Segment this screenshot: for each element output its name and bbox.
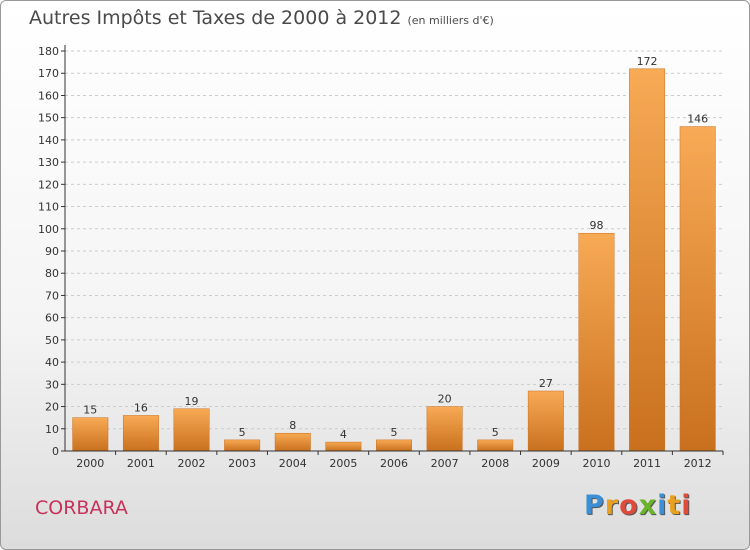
logo-letter: i — [681, 490, 692, 521]
logo-letter: r — [604, 490, 620, 521]
data-label: 20 — [438, 393, 452, 406]
y-tick-label: 70 — [45, 289, 59, 302]
data-label: 19 — [185, 395, 199, 408]
x-tick-label: 2006 — [380, 457, 408, 470]
y-tick-label: 180 — [38, 45, 59, 58]
commune-name: CORBARA — [35, 497, 128, 519]
bar — [122, 415, 159, 452]
x-tick-label: 2003 — [228, 457, 256, 470]
data-label: 5 — [492, 426, 499, 439]
bar — [426, 406, 463, 452]
bar — [527, 390, 564, 452]
bar — [376, 439, 412, 452]
data-label: 4 — [340, 428, 347, 441]
y-tick-label: 20 — [45, 401, 59, 414]
y-tick-label: 160 — [38, 89, 59, 102]
y-tick-label: 40 — [45, 356, 59, 369]
data-label: 5 — [239, 426, 246, 439]
x-tick-label: 2004 — [279, 457, 307, 470]
logo-letter: o — [619, 490, 639, 521]
data-label: 16 — [134, 401, 148, 414]
y-tick-label: 0 — [52, 445, 59, 458]
x-tick-label: 2012 — [684, 457, 712, 470]
y-tick-label: 90 — [45, 245, 59, 258]
chart-unit: (en milliers d'€) — [407, 14, 494, 27]
y-tick-label: 140 — [38, 134, 59, 147]
data-label: 146 — [687, 113, 708, 126]
y-tick-label: 170 — [38, 67, 59, 80]
x-tick-label: 2007 — [431, 457, 459, 470]
logo-letter: i — [657, 490, 668, 521]
y-tick-label: 110 — [38, 201, 59, 214]
bars: 15 16 19 5 8 4 5 20 5 27 98 172 146 — [72, 55, 716, 452]
bar — [629, 68, 666, 452]
logo-letter: x — [638, 490, 658, 521]
chart-title-text: Autres Impôts et Taxes de 2000 à 2012 — [29, 7, 402, 29]
bar — [578, 232, 615, 452]
bar — [679, 126, 716, 452]
y-tick-label: 100 — [38, 223, 59, 236]
y-tick-label: 120 — [38, 178, 59, 191]
y-tick-label: 10 — [45, 423, 59, 436]
y-tick-label: 130 — [38, 156, 59, 169]
x-tick-label: 2001 — [127, 457, 155, 470]
y-axis: 0 10 20 30 40 50 60 70 80 90 100 110 120 130 140 150 160… — [38, 45, 66, 458]
bar — [274, 432, 311, 452]
data-label: 8 — [289, 419, 296, 432]
bar — [477, 439, 514, 452]
data-label: 98 — [589, 219, 603, 232]
y-tick-label: 30 — [45, 378, 59, 391]
x-tick-label: 2009 — [532, 457, 560, 470]
bar — [173, 408, 210, 452]
x-tick-label: 2010 — [582, 457, 610, 470]
y-tick-label: 150 — [38, 112, 59, 125]
grid-lines — [65, 50, 723, 430]
bar — [325, 441, 362, 452]
data-label: 27 — [539, 377, 553, 390]
bar — [224, 439, 261, 452]
x-tick-label: 2008 — [481, 457, 509, 470]
proxiti-logo: Proxiti — [584, 490, 692, 521]
data-label: 172 — [637, 55, 658, 68]
logo-letter: P — [584, 490, 605, 521]
data-label: 15 — [83, 404, 97, 417]
x-tick-label: 2002 — [178, 457, 206, 470]
logo-letter: t — [667, 490, 682, 521]
y-tick-label: 80 — [45, 267, 59, 280]
x-tick-label: 2005 — [329, 457, 357, 470]
x-tick-label: 2011 — [633, 457, 661, 470]
y-tick-label: 50 — [45, 334, 59, 347]
y-tick-label: 60 — [45, 312, 59, 325]
x-axis: 2000 2001 2002 2003 2004 2005 2006 2007 2008 2009… — [65, 450, 724, 470]
data-label: 5 — [391, 426, 398, 439]
chart-title: Autres Impôts et Taxes de 2000 à 2012 (en… — [29, 7, 494, 29]
x-tick-label: 2000 — [76, 457, 104, 470]
bar — [72, 417, 109, 452]
